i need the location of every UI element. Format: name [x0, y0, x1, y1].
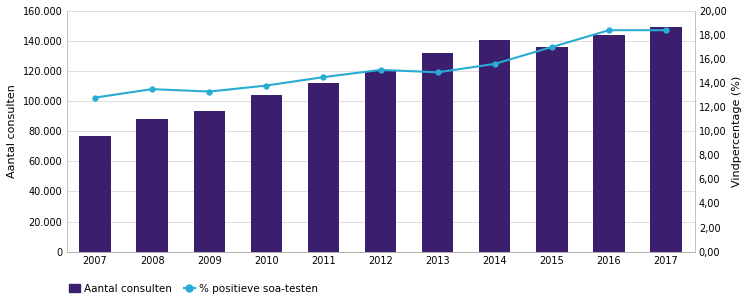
Y-axis label: Aantal consulten: Aantal consulten	[7, 84, 17, 178]
Bar	[136, 119, 168, 251]
Bar	[593, 35, 625, 251]
Bar	[479, 39, 511, 251]
Y-axis label: Vindpercentage (%): Vindpercentage (%)	[732, 76, 742, 187]
Bar	[422, 53, 453, 251]
Bar	[193, 111, 225, 251]
Legend: Aantal consulten, % positieve soa-testen: Aantal consulten, % positieve soa-testen	[65, 279, 322, 298]
Bar	[365, 71, 396, 251]
Bar	[536, 47, 568, 251]
Bar	[650, 28, 682, 251]
Bar	[79, 136, 111, 251]
Bar	[251, 95, 282, 251]
Bar	[308, 83, 339, 251]
